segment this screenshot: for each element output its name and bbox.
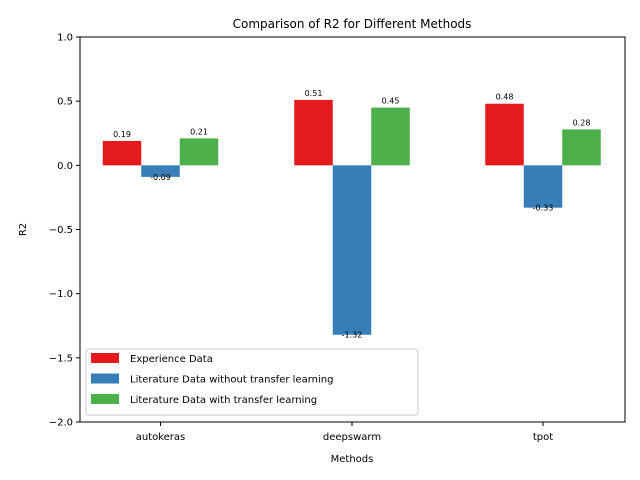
legend: Experience Data Literature Data without t…	[85, 348, 419, 416]
y-tick-label: 1.0	[57, 33, 73, 44]
y-tick-label: 0.0	[57, 161, 73, 172]
bar-deepswarm-series-1	[332, 165, 372, 335]
bar-tpot-series-1	[523, 165, 563, 208]
bar-value-label: 0.19	[113, 130, 131, 139]
legend-entry-label: Literature Data with transfer learning	[130, 395, 317, 406]
x-tick-label: tpot	[533, 432, 553, 443]
bar-value-label: 0.48	[496, 93, 514, 102]
bars-group	[102, 99, 601, 335]
bar-value-label: 0.51	[305, 89, 323, 98]
legend-entry-label: Experience Data	[130, 354, 213, 365]
legend-swatch	[91, 394, 119, 404]
y-tick-label: −2.0	[49, 418, 73, 429]
x-tick-label: deepswarm	[323, 432, 381, 443]
y-axis-label: R2	[18, 223, 29, 236]
x-axis-ticks: autokeras deepswarm tpot	[136, 422, 553, 443]
bar-labels-group: 0.19 0.51 0.48 -0.09 -1.32 -0.33 0.21 0.45 0.28	[113, 89, 590, 340]
bar-tpot-series-2	[562, 129, 601, 166]
bar-autokeras-series-2	[179, 138, 219, 166]
y-tick-label: −0.5	[49, 225, 73, 236]
bar-value-label: 0.45	[382, 97, 400, 106]
bar-tpot-series-0	[485, 103, 524, 166]
bar-value-label: -0.33	[533, 204, 554, 213]
bar-value-label: 0.21	[190, 127, 208, 136]
x-axis-label: Methods	[331, 454, 374, 465]
chart-title: Comparison of R2 for Different Methods	[233, 17, 472, 31]
bar-value-label: -0.09	[150, 173, 171, 182]
y-tick-label: −1.5	[49, 353, 73, 364]
x-tick-label: autokeras	[136, 432, 186, 443]
legend-entry-label: Literature Data without transfer learnin…	[130, 375, 333, 386]
bar-autokeras-series-0	[102, 140, 142, 166]
bar-deepswarm-series-2	[371, 107, 410, 166]
bar-value-label: -1.32	[342, 331, 363, 340]
legend-swatch	[91, 353, 119, 363]
bar-autokeras-series-1	[141, 165, 180, 177]
y-axis-ticks: −2.0 −1.5 −1.0 −0.5 0.0 0.5 1.0	[49, 33, 80, 429]
bar-deepswarm-series-0	[294, 99, 333, 166]
legend-swatch	[91, 373, 119, 384]
bar-value-label: 0.28	[573, 118, 591, 127]
y-tick-label: −1.0	[49, 289, 73, 300]
y-tick-label: 0.5	[57, 97, 73, 108]
legend-frame	[85, 348, 419, 416]
